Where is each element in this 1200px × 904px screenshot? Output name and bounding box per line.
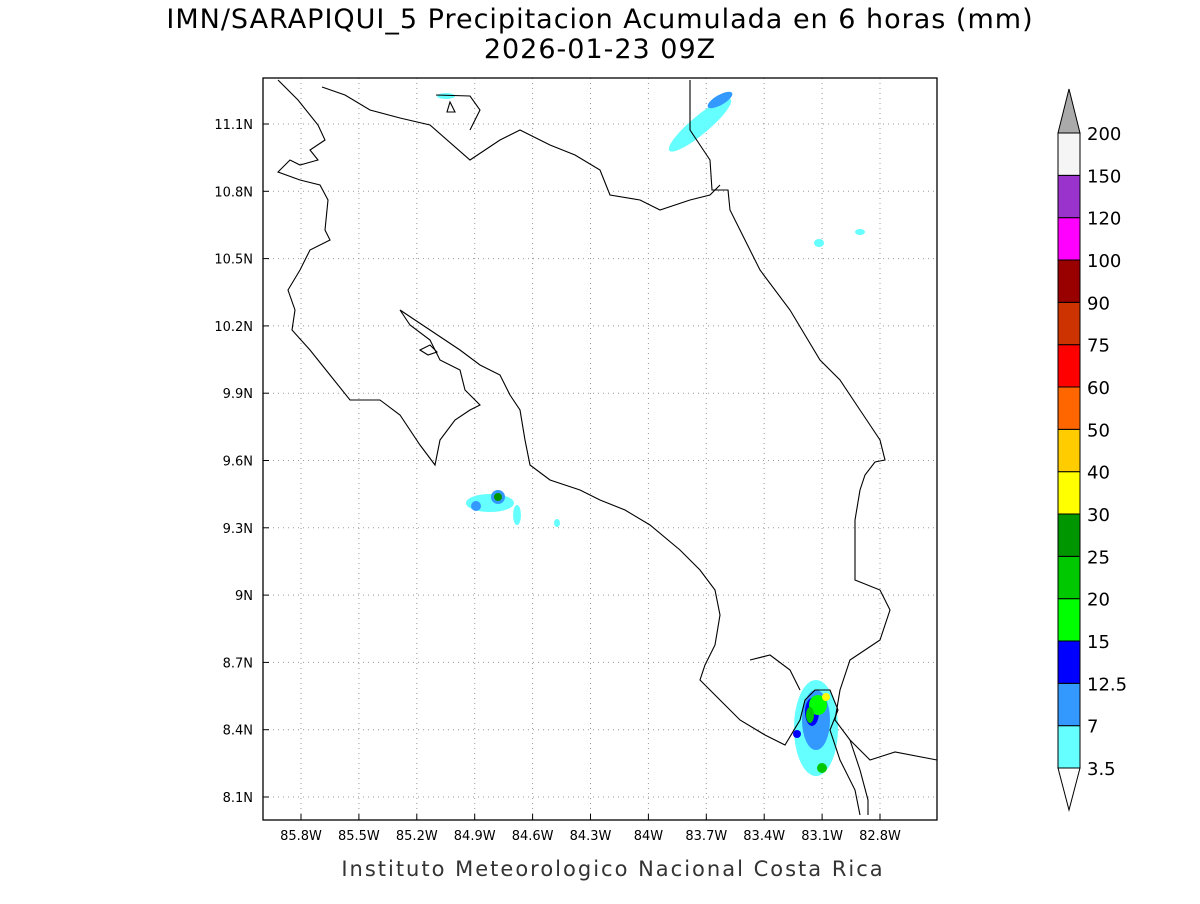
colorbar-box — [1057, 555, 1081, 600]
y-tick-label: 9N — [235, 589, 253, 604]
colorbar-label: 60 — [1087, 378, 1110, 399]
rain-area — [814, 239, 824, 247]
colorbar-under — [1057, 767, 1081, 812]
x-tick-label: 83.7W — [685, 829, 727, 844]
y-tick-label: 9.3N — [223, 522, 253, 537]
title: IMN/SARAPIQUI_5 Precipitacion Acumulada … — [166, 4, 1033, 35]
colorbar-label: 90 — [1087, 293, 1110, 314]
y-tick-label: 10.8N — [214, 185, 253, 200]
y-tick-label: 8.7N — [223, 656, 253, 671]
colorbar-box — [1057, 132, 1081, 176]
x-tick-label: 84.9W — [454, 829, 496, 844]
colorbar: 3.5 7 12.5 15 20 25 30 40 50 60 75 90 100 120 150 200 — [1057, 88, 1127, 812]
panama-border — [849, 739, 869, 815]
y-tick-label: 9.9N — [223, 387, 253, 402]
rain-area — [707, 91, 733, 109]
rain-area — [809, 695, 827, 715]
x-tick-label: 82.8W — [859, 829, 901, 844]
rain-area — [793, 730, 801, 738]
pacific-coast — [277, 79, 861, 816]
rain-area — [668, 98, 732, 152]
colorbar-box — [1057, 259, 1081, 303]
precipitation — [437, 91, 865, 776]
colorbar-label: 25 — [1087, 547, 1110, 568]
colorbar-box — [1057, 217, 1081, 261]
island — [446, 100, 456, 113]
footer: Instituto Meteorologico Nacional Costa R… — [341, 857, 884, 881]
rain-area — [822, 693, 830, 701]
x-tick-label: 85.2W — [396, 829, 438, 844]
coastline — [277, 79, 938, 816]
island — [418, 344, 439, 356]
colorbar-over — [1057, 88, 1081, 134]
colorbar-box — [1057, 682, 1081, 727]
colorbar-box — [1057, 725, 1081, 769]
colorbar-box — [1057, 513, 1081, 557]
colorbar-box — [1057, 386, 1081, 430]
colorbar-box — [1057, 471, 1081, 515]
x-tick-label: 85.5W — [338, 829, 380, 844]
lake — [435, 94, 481, 131]
x-tick-label: 83.1W — [801, 829, 843, 844]
rain-area — [513, 505, 521, 525]
nicaragua-border — [321, 86, 721, 211]
y-tick-label: 10.5N — [214, 253, 253, 268]
x-tick-label: 84W — [634, 829, 664, 844]
rain-area — [806, 707, 814, 723]
colorbar-box — [1057, 428, 1081, 473]
colorbar-label: 75 — [1087, 336, 1110, 357]
x-tick-label: 83.4W — [743, 829, 785, 844]
y-tick-label: 9.6N — [223, 455, 253, 470]
rain-area — [494, 493, 502, 501]
rain-area — [855, 229, 865, 235]
colorbar-box — [1057, 640, 1081, 684]
colorbar-box — [1057, 174, 1081, 219]
colorbar-label: 40 — [1087, 463, 1110, 484]
x-tick-label: 84.6W — [512, 829, 554, 844]
golfo-dulce — [749, 654, 801, 691]
x-tick-label: 84.3W — [570, 829, 612, 844]
colorbar-label: 20 — [1087, 590, 1110, 611]
grid — [263, 78, 937, 820]
rain-area — [437, 93, 455, 99]
rain-area — [554, 519, 560, 527]
x-tick-label: 85.8W — [280, 829, 322, 844]
y-tick-label: 10.2N — [214, 320, 253, 335]
colorbar-label: 120 — [1087, 209, 1121, 230]
caribbean-coast — [689, 80, 938, 761]
rain-area — [817, 763, 827, 773]
colorbar-label: 3.5 — [1087, 759, 1116, 780]
y-tick-label: 11.1N — [214, 118, 253, 133]
axis-labels: 85.8W 85.5W 85.2W 84.9W 84.6W 84.3W 84W 83.7W 83… — [214, 118, 901, 844]
colorbar-label: 12.5 — [1087, 674, 1127, 695]
y-tick-label: 8.4N — [223, 724, 253, 739]
colorbar-box — [1057, 598, 1081, 642]
colorbar-label: 150 — [1087, 166, 1121, 187]
colorbar-label: 50 — [1087, 420, 1110, 441]
rain-area — [471, 501, 481, 511]
y-tick-label: 8.1N — [223, 791, 253, 806]
colorbar-label: 30 — [1087, 505, 1110, 526]
colorbar-label: 7 — [1087, 717, 1098, 738]
colorbar-label: 100 — [1087, 251, 1121, 272]
colorbar-label: 200 — [1087, 124, 1121, 145]
map-frame — [262, 77, 938, 821]
subtitle: 2026-01-23 09Z — [484, 34, 716, 65]
colorbar-box — [1057, 344, 1081, 388]
colorbar-label: 15 — [1087, 632, 1110, 653]
colorbar-box — [1057, 301, 1081, 346]
